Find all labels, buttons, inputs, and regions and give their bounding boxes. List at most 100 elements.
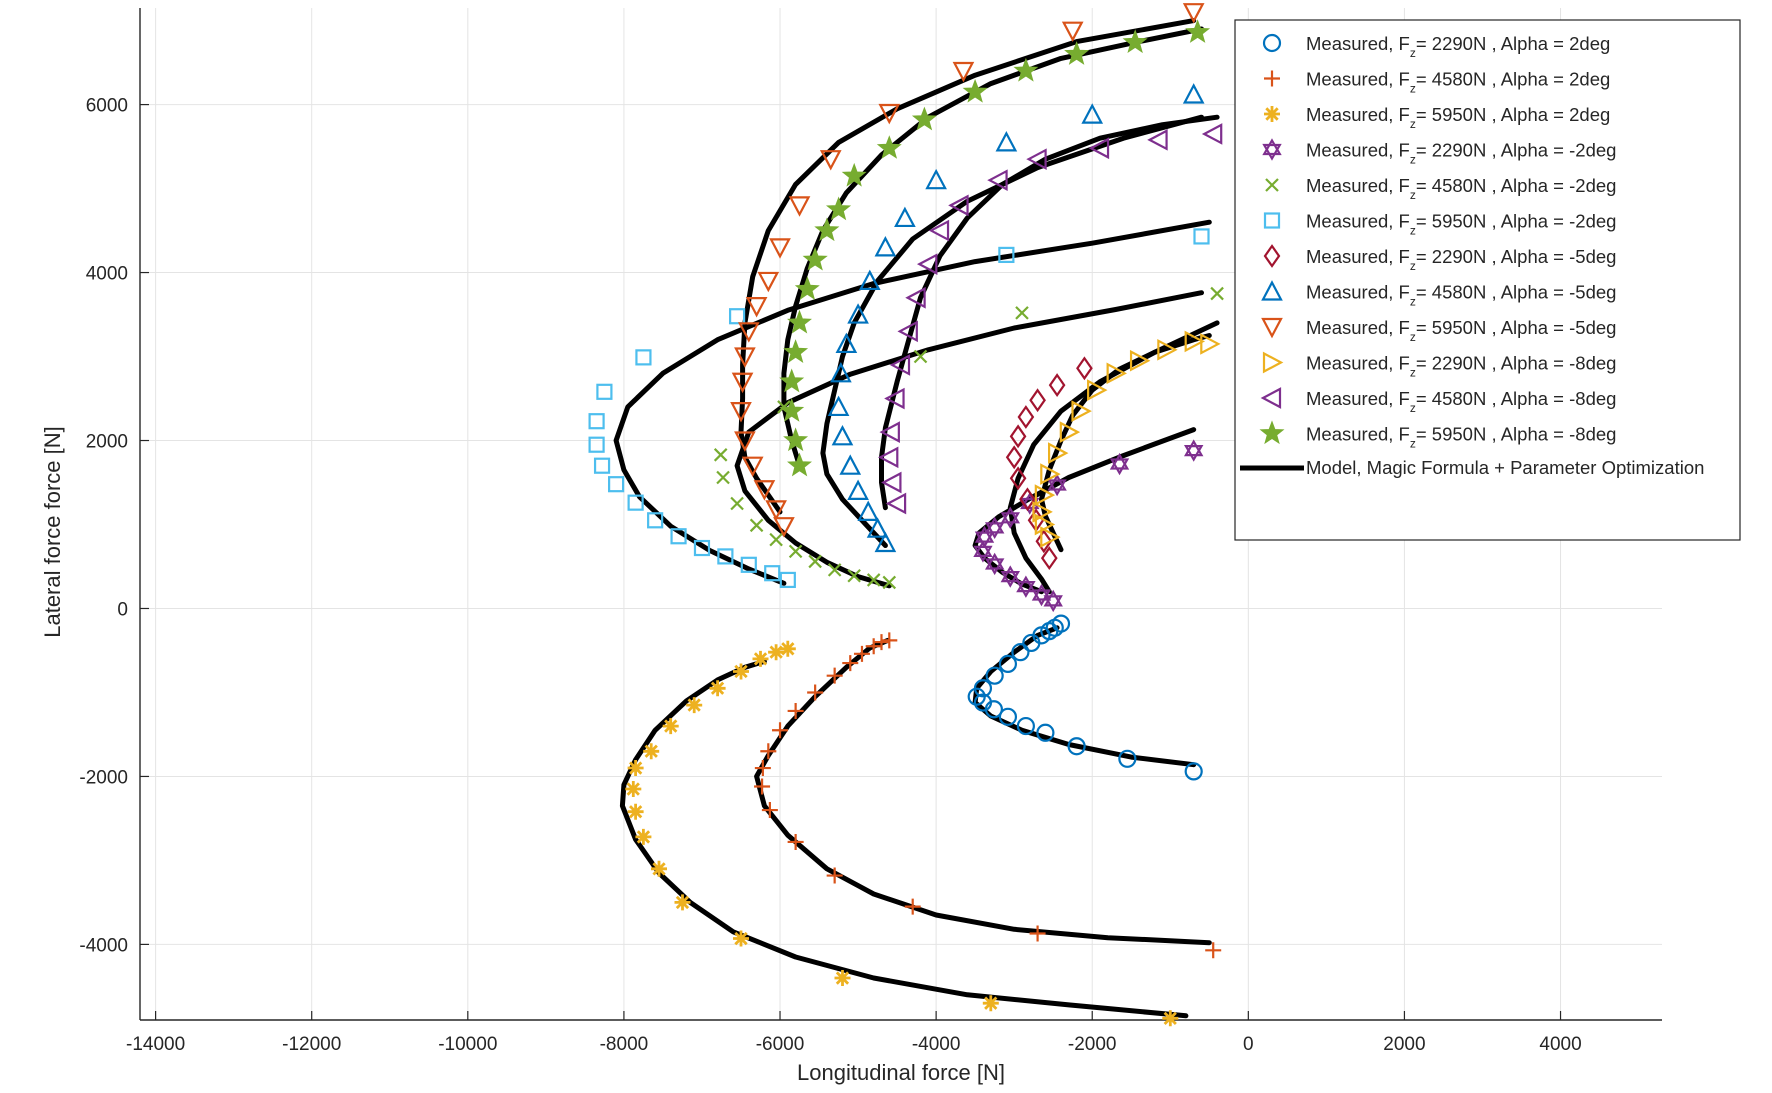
data-point	[670, 528, 687, 545]
legend-label-main: Measured, F	[1306, 104, 1410, 125]
data-point	[985, 666, 1004, 685]
legend-marker	[1262, 351, 1284, 374]
data-point	[741, 456, 764, 478]
data-point-part	[973, 545, 993, 563]
data-point	[1017, 405, 1035, 429]
y-tick-label: 6000	[86, 96, 128, 117]
legend-entry: Measured, Fz= 2290N , Alpha = -5deg	[1263, 244, 1616, 273]
legend-label-rest: = 2290N , Alpha = -2deg	[1416, 140, 1617, 161]
data-point	[788, 196, 811, 217]
data-point	[788, 544, 803, 559]
legend-entry: Measured, Fz= 5950N , Alpha = -8deg	[1259, 420, 1616, 451]
x-tick-label: -8000	[600, 1034, 649, 1055]
data-point-part	[1043, 595, 1063, 613]
legend-box	[1234, 19, 1741, 541]
x-tick-label: -2000	[1068, 1034, 1117, 1055]
data-point	[787, 452, 812, 477]
data-point-part	[985, 516, 1005, 534]
data-point	[647, 512, 664, 529]
data-point	[1040, 546, 1058, 571]
data-point	[779, 640, 796, 657]
data-point	[987, 169, 1008, 191]
data-point	[826, 667, 843, 684]
data-point	[998, 246, 1015, 264]
series-11	[877, 123, 1223, 515]
series-9	[730, 3, 1205, 538]
data-point-part	[1047, 473, 1067, 491]
data-point	[731, 372, 754, 394]
data-point-part	[1183, 445, 1204, 462]
legend-label-rest: = 4580N , Alpha = 2deg	[1416, 69, 1610, 90]
data-point	[769, 532, 783, 547]
data-point-part	[973, 540, 993, 558]
data-point-part	[1016, 580, 1036, 598]
data-point	[1000, 565, 1021, 588]
data-point	[866, 573, 881, 587]
data-point	[779, 571, 796, 589]
data-point	[1109, 452, 1130, 476]
legend-marker	[1260, 387, 1282, 409]
legend-marker	[1261, 280, 1283, 301]
legend-entry: Measured, Fz= 4580N , Alpha = -5deg	[1261, 280, 1617, 309]
legend-label-main: Measured, F	[1306, 33, 1410, 54]
legend-label-main: Measured, F	[1306, 353, 1410, 374]
series-4	[973, 439, 1204, 613]
x-tick-label: 0	[1243, 1034, 1254, 1055]
model-curve	[613, 219, 1212, 586]
data-point	[794, 276, 820, 300]
legend-entry: Measured, Fz= 5950N , Alpha = -2deg	[1263, 211, 1616, 238]
x-axis-ticks: -14000 -12000 -10000 -8000 -6000 -4000 -2000 0 2…	[126, 1011, 1582, 1055]
legend-label-main: Measured, F	[1306, 69, 1410, 90]
data-point	[882, 575, 897, 590]
legend-label-rest: = 4580N , Alpha = -5deg	[1416, 282, 1617, 303]
data-point	[808, 554, 822, 569]
legend-entry: Measured, Fz= 2290N , Alpha = 2deg	[1262, 33, 1610, 60]
data-point-part	[1109, 458, 1130, 476]
data-point	[1182, 3, 1205, 24]
data-point-part	[1183, 439, 1204, 457]
data-point	[1029, 925, 1046, 942]
data-point-part	[1031, 589, 1052, 607]
data-point-part	[1031, 583, 1052, 601]
data-point	[984, 700, 1003, 719]
legend-marker	[1263, 244, 1281, 268]
data-point	[1076, 356, 1093, 381]
data-point	[913, 349, 928, 364]
series-8	[827, 83, 1205, 553]
data-point	[1019, 487, 1036, 512]
legend-label-main: Measured, F	[1306, 246, 1410, 267]
legend: Measured, Fz= 2290N , Alpha = 2degMeasur…	[1234, 19, 1741, 541]
data-point	[1022, 633, 1041, 653]
legend-label-rest: = 4580N , Alpha = -8deg	[1416, 388, 1617, 409]
data-point	[1183, 439, 1204, 462]
data-point	[905, 286, 926, 309]
data-point-part	[974, 531, 995, 549]
data-point	[733, 930, 749, 947]
legend-entry-model: Model, Magic Formula + Parameter Optimiz…	[1240, 457, 1704, 478]
model-curve	[1039, 333, 1212, 553]
data-point-part	[1000, 565, 1021, 583]
data-point	[878, 103, 901, 125]
data-point	[686, 697, 703, 714]
data-point	[998, 654, 1018, 674]
data-point	[881, 471, 902, 494]
data-point	[1129, 349, 1151, 372]
data-point	[928, 219, 950, 242]
data-point-part	[1000, 506, 1021, 524]
data-point	[1118, 749, 1137, 768]
data-point	[596, 383, 613, 400]
data-point	[925, 168, 947, 190]
data-point	[877, 446, 899, 469]
data-point	[842, 655, 859, 672]
data-point	[1009, 424, 1027, 449]
data-point	[1047, 473, 1067, 497]
data-point	[807, 684, 824, 701]
data-point	[749, 518, 764, 533]
data-point	[873, 634, 890, 651]
data-point	[783, 339, 809, 363]
data-point	[643, 743, 660, 760]
data-point	[1087, 379, 1108, 401]
data-point	[1015, 306, 1029, 320]
data-point	[847, 303, 869, 324]
data-point	[1201, 123, 1223, 145]
